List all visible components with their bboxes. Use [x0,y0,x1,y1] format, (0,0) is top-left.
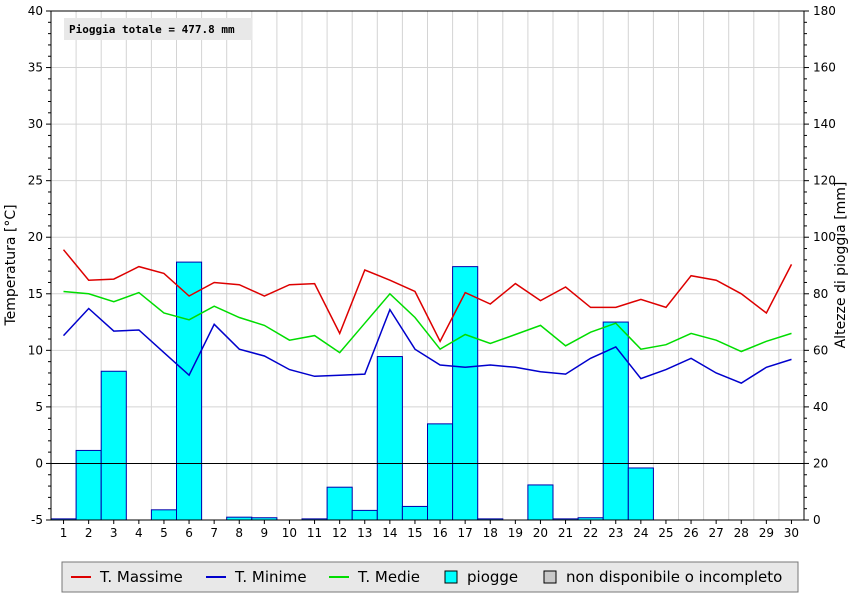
x-tick-label: 18 [483,526,498,540]
annotation-text: Pioggia totale = 477.8 mm [69,23,235,36]
y-right-tick-label: 20 [813,456,828,470]
y-right-tick-label: 180 [813,4,836,18]
x-tick-label: 20 [533,526,548,540]
axis-ticks: -505101520253035400204060801001201401601… [28,4,836,540]
x-tick-label: 17 [458,526,473,540]
x-tick-label: 8 [235,526,243,540]
rain-bar [527,484,554,521]
rain-bar [627,467,654,521]
y-left-tick-label: 25 [28,174,43,188]
y-right-tick-label: 0 [813,513,821,527]
legend-label: T. Minime [234,568,307,586]
y-axis-right-title: Altezze di pioggia [mm] [833,182,849,349]
x-tick-label: 5 [160,526,168,540]
rain-bars [50,261,654,521]
rain-bar [75,449,102,521]
x-tick-label: 13 [357,526,372,540]
series-line-t-massime [62,249,793,343]
x-tick-label: 9 [261,526,269,540]
x-tick-label: 24 [633,526,648,540]
x-tick-label: 16 [432,526,447,540]
x-tick-label: 4 [135,526,143,540]
x-tick-label: 29 [759,526,774,540]
rain-bar [401,505,428,521]
y-right-tick-label: 140 [813,117,836,131]
rain-bar [427,423,454,521]
rain-bar [326,486,353,521]
x-tick-label: 11 [307,526,322,540]
x-tick-label: 26 [683,526,698,540]
x-tick-label: 10 [282,526,297,540]
legend-label: T. Massime [99,568,183,586]
y-right-tick-label: 40 [813,400,828,414]
x-tick-label: 21 [558,526,573,540]
y-left-tick-label: 15 [28,287,43,301]
annotation-box: Pioggia totale = 477.8 mm [64,18,252,40]
y-left-tick-label: -5 [31,513,43,527]
x-tick-label: 2 [85,526,93,540]
rain-bar [602,321,629,521]
y-axis-left-title: Temperatura [°C] [3,204,19,326]
rain-bar [351,509,378,521]
y-right-tick-label: 120 [813,174,836,188]
x-tick-label: 14 [382,526,397,540]
x-tick-label: 6 [185,526,193,540]
legend-label: piogge [467,568,518,586]
x-tick-label: 30 [784,526,799,540]
legend-swatch-box [543,570,557,584]
rain-bar [100,370,127,521]
series-line-t-medie [63,290,792,354]
y-right-tick-label: 80 [813,287,828,301]
y-right-tick-label: 60 [813,343,828,357]
annotation-background [64,18,252,40]
temperature-lines [62,249,793,384]
series-line-t-minime [62,307,792,384]
x-tick-label: 22 [583,526,598,540]
x-tick-label: 19 [508,526,523,540]
y-left-tick-label: 0 [35,456,43,470]
x-tick-label: 7 [210,526,218,540]
x-tick-label: 25 [658,526,673,540]
y-right-tick-label: 160 [813,61,836,75]
x-tick-label: 28 [734,526,749,540]
rain-bar [150,509,177,521]
x-tick-label: 3 [110,526,118,540]
y-left-tick-label: 35 [28,61,43,75]
y-left-tick-label: 30 [28,117,43,131]
legend-label: T. Medie [357,568,420,586]
rain-bar [176,261,203,521]
x-tick-label: 12 [332,526,347,540]
legend-frame [61,561,799,593]
rain-bar [376,356,403,521]
y-left-tick-label: 20 [28,230,43,244]
x-tick-label: 27 [709,526,724,540]
legend-label: non disponibile o incompleto [566,568,782,586]
rain-bar [452,266,479,521]
legend-swatch-box [444,570,458,584]
y-right-tick-label: 100 [813,230,836,244]
x-tick-label: 15 [407,526,422,540]
plot-frame [50,10,805,521]
y-left-tick-label: 40 [28,4,43,18]
y-left-tick-label: 5 [35,400,43,414]
x-tick-label: 1 [60,526,68,540]
y-left-tick-label: 10 [28,343,43,357]
legend: T. Massime T. Minime T. Medie piogge non dis… [61,561,799,593]
x-tick-label: 23 [608,526,623,540]
